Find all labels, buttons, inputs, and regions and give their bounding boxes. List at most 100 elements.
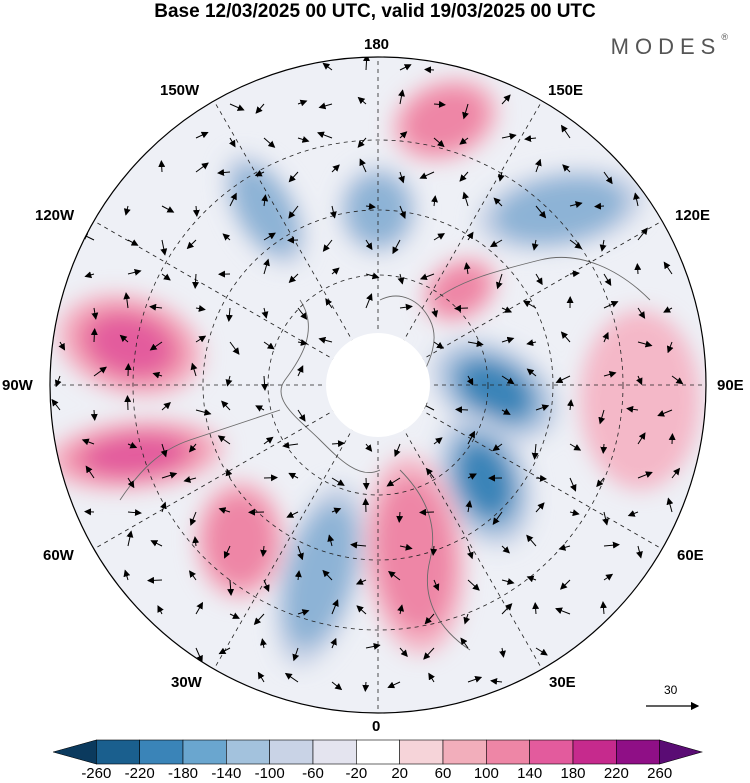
wind-vector-157: [127, 441, 138, 449]
wind-vector-238: [526, 575, 537, 583]
wind-vector-191: [671, 467, 681, 479]
wind-vector-231: [294, 570, 302, 581]
wind-vector-116: [318, 336, 333, 344]
positive-anomaly-3-level-2: [88, 315, 172, 375]
wind-vector-181: [331, 477, 345, 486]
wind-vector-89: [663, 261, 673, 275]
colorbar-tick-label: -140: [211, 765, 242, 782]
wind-vector-272: [467, 676, 483, 683]
wind-vector-110: [119, 334, 129, 343]
wind-vector-256: [218, 647, 231, 655]
label-30w: 30W: [171, 674, 202, 691]
wind-vector-68: [531, 239, 539, 251]
wind-vector-159: [188, 443, 197, 453]
wind-vector-87: [603, 273, 612, 286]
wind-vector-207: [602, 511, 609, 526]
wind-vector-10: [433, 100, 446, 108]
wind-vector-206: [569, 509, 580, 517]
colorbar: [53, 739, 703, 765]
wind-vector-155: [657, 409, 673, 417]
wind-vector-189: [596, 477, 605, 488]
wind-vector-188: [569, 477, 577, 492]
wind-vector-80: [365, 272, 380, 280]
wind-vector-64: [392, 239, 401, 255]
wind-vector-208: [627, 510, 639, 517]
wind-vector-94: [225, 307, 233, 322]
wind-vector-120: [526, 339, 537, 347]
wind-vector-214: [260, 545, 268, 557]
wind-vector-9: [398, 89, 405, 105]
wind-vector-71: [637, 227, 648, 241]
wind-vector-262: [423, 647, 435, 660]
wind-vector-119: [501, 336, 515, 344]
wind-vector-139: [671, 375, 684, 385]
wind-vector-90: [91, 307, 99, 320]
colorbar-tick-label: -180: [167, 765, 199, 782]
meridian-line-5: [377, 384, 544, 671]
wind-vector-5: [255, 103, 265, 114]
colorbar-swatch-3: [182, 739, 227, 765]
wind-vector-154: [626, 405, 639, 413]
wind-vector-42: [229, 192, 237, 207]
wind-vector-167: [467, 430, 475, 445]
wind-vector-29: [288, 171, 299, 183]
wind-vector-142: [124, 395, 132, 411]
wind-vector-203: [465, 500, 473, 513]
wind-vector-67: [489, 239, 503, 248]
wind-vector-227: [147, 576, 163, 584]
colorbar-swatch-4: [226, 739, 270, 765]
wind-vector-218: [399, 543, 413, 551]
wind-vector-248: [397, 604, 405, 615]
wind-vector-266: [257, 671, 265, 683]
wind-vector-123: [637, 340, 653, 348]
wind-vector-143: [161, 401, 171, 411]
wind-vector-193: [127, 509, 142, 517]
wind-vector-270: [387, 681, 401, 689]
wind-vector-32: [398, 171, 405, 184]
meridian-line-11: [212, 99, 379, 386]
wind-vector-85: [535, 273, 543, 286]
wind-vector-54: [633, 192, 640, 207]
wind-vector-221: [501, 545, 511, 554]
wind-vector-224: [603, 541, 620, 549]
wind-vector-75: [192, 273, 200, 289]
wind-vector-46: [365, 202, 376, 210]
colorbar-swatch-0: [53, 739, 97, 765]
wind-vector-70: [599, 239, 607, 252]
wind-vector-63: [365, 239, 373, 251]
colorbar-swatch-5: [269, 739, 314, 765]
wind-vector-198: [286, 511, 299, 518]
wind-vector-31: [359, 158, 367, 173]
wind-vector-239: [559, 579, 571, 590]
wind-vector-241: [157, 605, 164, 615]
colorbar-tick-label: -60: [302, 765, 324, 782]
wind-vector-249: [424, 613, 435, 625]
wind-vector-144: [195, 408, 212, 416]
wind-vector-36: [534, 158, 542, 173]
colorbar-tick-label: 60: [434, 765, 452, 782]
label-150w: 150W: [160, 82, 200, 99]
wind-vector-166: [433, 437, 443, 445]
wind-vector-187: [535, 474, 547, 482]
wind-vector-59: [222, 233, 231, 241]
wind-vector-62: [322, 239, 333, 252]
wind-vector-153: [598, 409, 606, 425]
wind-vector-97: [325, 298, 333, 309]
wind-vector-178: [225, 468, 233, 479]
wind-vector-33: [419, 171, 435, 179]
wind-vector-161: [263, 436, 274, 445]
wind-vector-74: [161, 273, 171, 281]
wind-vector-257: [259, 638, 267, 649]
wind-vector-269: [362, 681, 370, 692]
wind-vector-82: [419, 273, 435, 281]
wind-vector-50: [493, 197, 503, 207]
wind-vector-49: [462, 191, 469, 207]
wind-vector-205: [535, 502, 545, 513]
wind-vector-16: [297, 136, 310, 143]
wind-vector-34: [459, 171, 469, 182]
wind-vector-25: [158, 160, 166, 173]
wind-vector-40: [161, 205, 175, 213]
label-90e: 90E: [717, 377, 744, 394]
colorbar-tick-label: -220: [124, 765, 155, 782]
